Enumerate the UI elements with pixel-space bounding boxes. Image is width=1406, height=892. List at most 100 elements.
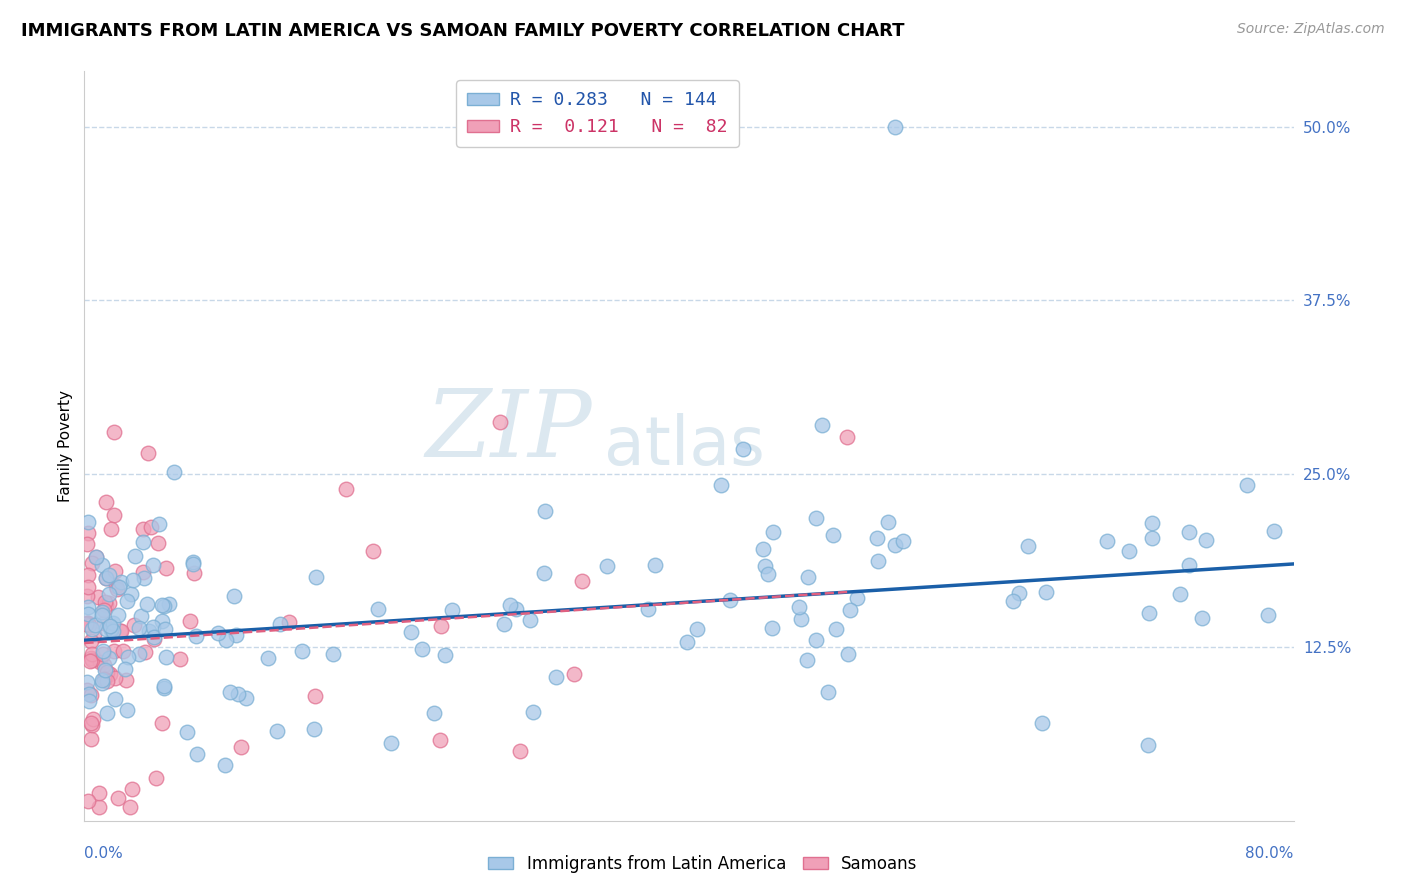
Point <box>837 647 859 661</box>
Point <box>76 607 98 621</box>
Text: IMMIGRANTS FROM LATIN AMERICA VS SAMOAN FAMILY POVERTY CORRELATION CHART: IMMIGRANTS FROM LATIN AMERICA VS SAMOAN … <box>21 22 904 40</box>
Point <box>76 599 98 614</box>
Point <box>155 650 177 665</box>
Point <box>891 534 914 549</box>
Point <box>91 644 114 658</box>
Point <box>152 599 174 614</box>
Point <box>86 550 108 565</box>
Point <box>335 482 357 496</box>
Point <box>817 685 839 699</box>
Point <box>150 614 173 628</box>
Point <box>235 690 257 705</box>
Point <box>1177 558 1199 572</box>
Point <box>153 681 176 695</box>
Point <box>93 673 115 687</box>
Point <box>183 566 205 580</box>
Point <box>87 786 110 800</box>
Point <box>115 703 138 717</box>
Point <box>865 531 887 545</box>
Point <box>134 645 156 659</box>
Point <box>100 522 122 536</box>
Point <box>80 688 103 702</box>
Point <box>1002 594 1025 608</box>
Legend: R = 0.283   N = 144, R =  0.121   N =  82: R = 0.283 N = 144, R = 0.121 N = 82 <box>456 80 738 147</box>
Point <box>228 687 250 701</box>
Point <box>1031 716 1053 731</box>
Point <box>90 676 112 690</box>
Point <box>121 781 143 796</box>
Point <box>96 571 118 585</box>
Point <box>124 549 146 563</box>
Point <box>304 722 326 736</box>
Point <box>380 736 402 750</box>
Point <box>79 650 101 665</box>
Point <box>509 744 531 758</box>
Point <box>1194 533 1216 547</box>
Point <box>596 559 619 574</box>
Point <box>89 655 111 669</box>
Y-axis label: Family Poverty: Family Poverty <box>58 390 73 502</box>
Point <box>117 650 139 665</box>
Point <box>96 622 118 636</box>
Point <box>148 517 170 532</box>
Point <box>423 706 446 721</box>
Point <box>136 446 159 460</box>
Point <box>754 559 776 574</box>
Point <box>100 622 122 636</box>
Point <box>225 627 247 641</box>
Point <box>153 622 176 636</box>
Point <box>132 571 155 585</box>
Point <box>97 651 120 665</box>
Point <box>101 615 124 630</box>
Point <box>429 732 451 747</box>
Point <box>1008 585 1031 599</box>
Point <box>257 651 280 665</box>
Point <box>231 740 253 755</box>
Point <box>120 799 142 814</box>
Point <box>104 579 127 593</box>
Point <box>80 715 103 730</box>
Point <box>114 662 136 676</box>
Point <box>1137 738 1160 752</box>
Point <box>752 542 775 557</box>
Point <box>128 621 150 635</box>
Point <box>76 683 98 698</box>
Point <box>796 653 818 667</box>
Point <box>163 465 186 479</box>
Text: atlas: atlas <box>605 413 765 479</box>
Point <box>84 550 107 565</box>
Point <box>131 608 153 623</box>
Point <box>157 598 180 612</box>
Point <box>637 601 659 615</box>
Point <box>169 651 191 665</box>
Point <box>103 508 125 523</box>
Point <box>710 478 733 492</box>
Point <box>731 442 754 456</box>
Point <box>121 573 143 587</box>
Legend: Immigrants from Latin America, Samoans: Immigrants from Latin America, Samoans <box>482 848 924 880</box>
Point <box>142 558 165 572</box>
Point <box>80 731 103 746</box>
Point <box>440 603 463 617</box>
Point <box>181 557 204 571</box>
Point <box>101 624 124 638</box>
Point <box>1236 478 1258 492</box>
Point <box>494 616 516 631</box>
Point <box>75 616 97 631</box>
Point <box>676 635 699 649</box>
Point <box>122 618 145 632</box>
Point <box>76 589 98 603</box>
Point <box>103 644 125 658</box>
Point <box>94 599 117 613</box>
Point <box>96 494 118 508</box>
Point <box>1017 539 1039 553</box>
Point <box>207 626 229 640</box>
Text: 0.0%: 0.0% <box>84 847 124 861</box>
Point <box>1137 606 1160 620</box>
Point <box>79 618 101 632</box>
Point <box>181 555 204 569</box>
Point <box>104 691 127 706</box>
Point <box>644 558 666 572</box>
Point <box>82 712 104 726</box>
Point <box>132 522 155 536</box>
